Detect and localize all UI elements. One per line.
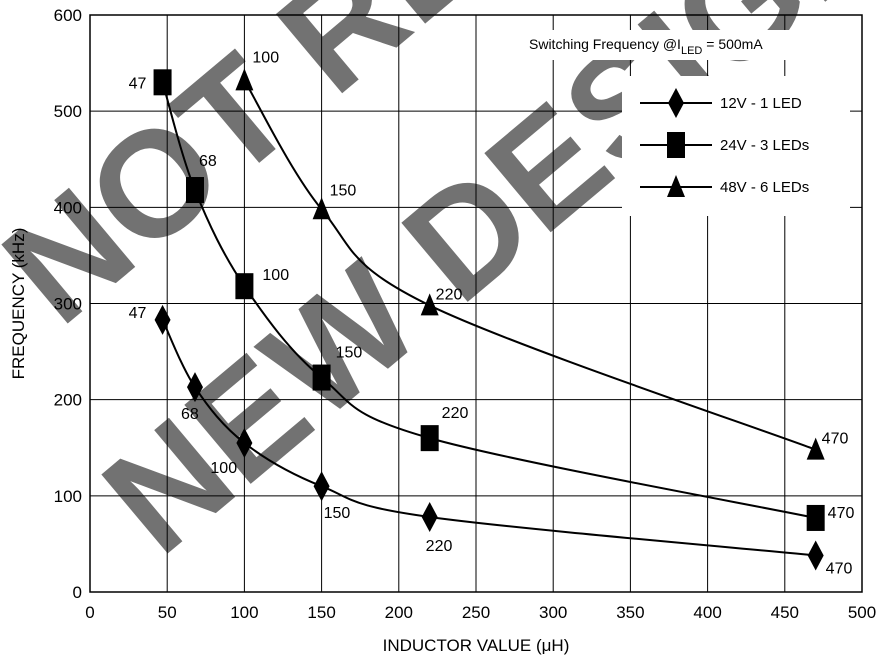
data-point-diamond xyxy=(154,304,171,335)
point-label: 220 xyxy=(442,405,469,422)
point-labels: 47 68 100 150 220 470 47 68 100 150 220 470 100 150 22… xyxy=(129,49,855,577)
legend: 12V - 1 LED 24V - 3 LEDs 48V - 6 LEDs xyxy=(622,76,850,216)
plot-frame xyxy=(89,14,863,593)
series-triangle xyxy=(235,68,825,460)
x-tick-label: 450 xyxy=(771,603,799,622)
annotation-prefix: Switching Frequency @I xyxy=(529,36,681,52)
y-tick-label: 100 xyxy=(54,487,82,506)
legend-label: 24V - 3 LEDs xyxy=(720,137,809,154)
point-label: 47 xyxy=(129,75,147,92)
point-label: 100 xyxy=(262,267,289,284)
legend-marker-triangle xyxy=(667,175,685,197)
point-label: 100 xyxy=(252,49,279,66)
point-label: 150 xyxy=(336,345,363,362)
x-tick-label: 0 xyxy=(85,603,94,622)
data-point-triangle xyxy=(312,197,331,220)
x-axis-label: INDUCTOR VALUE (μH) xyxy=(383,636,570,655)
y-tick-label: 500 xyxy=(54,102,82,121)
legend-label: 48V - 6 LEDs xyxy=(720,179,809,196)
x-tick-label: 200 xyxy=(385,603,413,622)
legend-marker-square xyxy=(667,132,685,158)
data-point-square xyxy=(806,504,825,531)
x-tick-label: 250 xyxy=(462,603,490,622)
point-label: 47 xyxy=(129,305,147,322)
annotation-bg xyxy=(524,30,850,60)
legend-marker-diamond xyxy=(668,88,684,118)
point-label: 220 xyxy=(436,286,463,303)
series-area xyxy=(153,68,825,571)
point-label: 470 xyxy=(828,505,855,522)
data-point-square xyxy=(185,177,204,204)
y-tick-label: 300 xyxy=(54,295,82,314)
series-square xyxy=(153,69,825,531)
series-diamond xyxy=(154,304,824,571)
y-axis-label: FREQUENCY (kHz) xyxy=(9,228,28,380)
annotation-subscript: LED xyxy=(681,45,702,57)
data-point-square xyxy=(235,273,254,300)
annotation-text: Switching Frequency @ILED = 500mA xyxy=(529,36,763,57)
x-tick-label: 500 xyxy=(848,603,876,622)
axes: 0 50 100 150 200 250 300 350 400 450 500 0 100 200 300… xyxy=(9,6,876,655)
data-point-triangle xyxy=(420,293,439,316)
data-point-square xyxy=(153,69,172,96)
point-label: 150 xyxy=(330,182,357,199)
data-point-triangle xyxy=(806,437,825,460)
y-tick-label: 600 xyxy=(54,6,82,25)
point-label: 68 xyxy=(181,406,199,423)
data-point-diamond xyxy=(421,501,438,532)
x-tick-label: 350 xyxy=(616,603,644,622)
point-label: 150 xyxy=(324,505,351,522)
x-tick-label: 100 xyxy=(230,603,258,622)
x-tick-label: 150 xyxy=(307,603,335,622)
data-point-square xyxy=(312,364,331,391)
series-line xyxy=(243,79,817,451)
point-label: 68 xyxy=(199,153,217,170)
annotation: Switching Frequency @ILED = 500mA xyxy=(524,30,850,60)
point-label: 220 xyxy=(426,538,453,555)
data-point-diamond xyxy=(313,471,330,502)
x-tick-label: 50 xyxy=(158,603,177,622)
data-point-diamond xyxy=(236,427,253,458)
data-point-diamond xyxy=(186,372,203,403)
y-tick-label: 400 xyxy=(54,198,82,217)
legend-label: 12V - 1 LED xyxy=(720,95,802,112)
x-tick-label: 400 xyxy=(693,603,721,622)
point-label: 470 xyxy=(822,431,849,448)
point-label: 100 xyxy=(210,460,237,477)
data-point-triangle xyxy=(235,68,254,91)
point-label: 470 xyxy=(826,560,853,577)
data-point-diamond xyxy=(807,540,824,571)
y-tick-label: 0 xyxy=(73,583,82,602)
x-tick-label: 300 xyxy=(539,603,567,622)
data-point-square xyxy=(420,425,439,452)
annotation-suffix: = 500mA xyxy=(702,36,763,52)
y-tick-label: 200 xyxy=(54,391,82,410)
